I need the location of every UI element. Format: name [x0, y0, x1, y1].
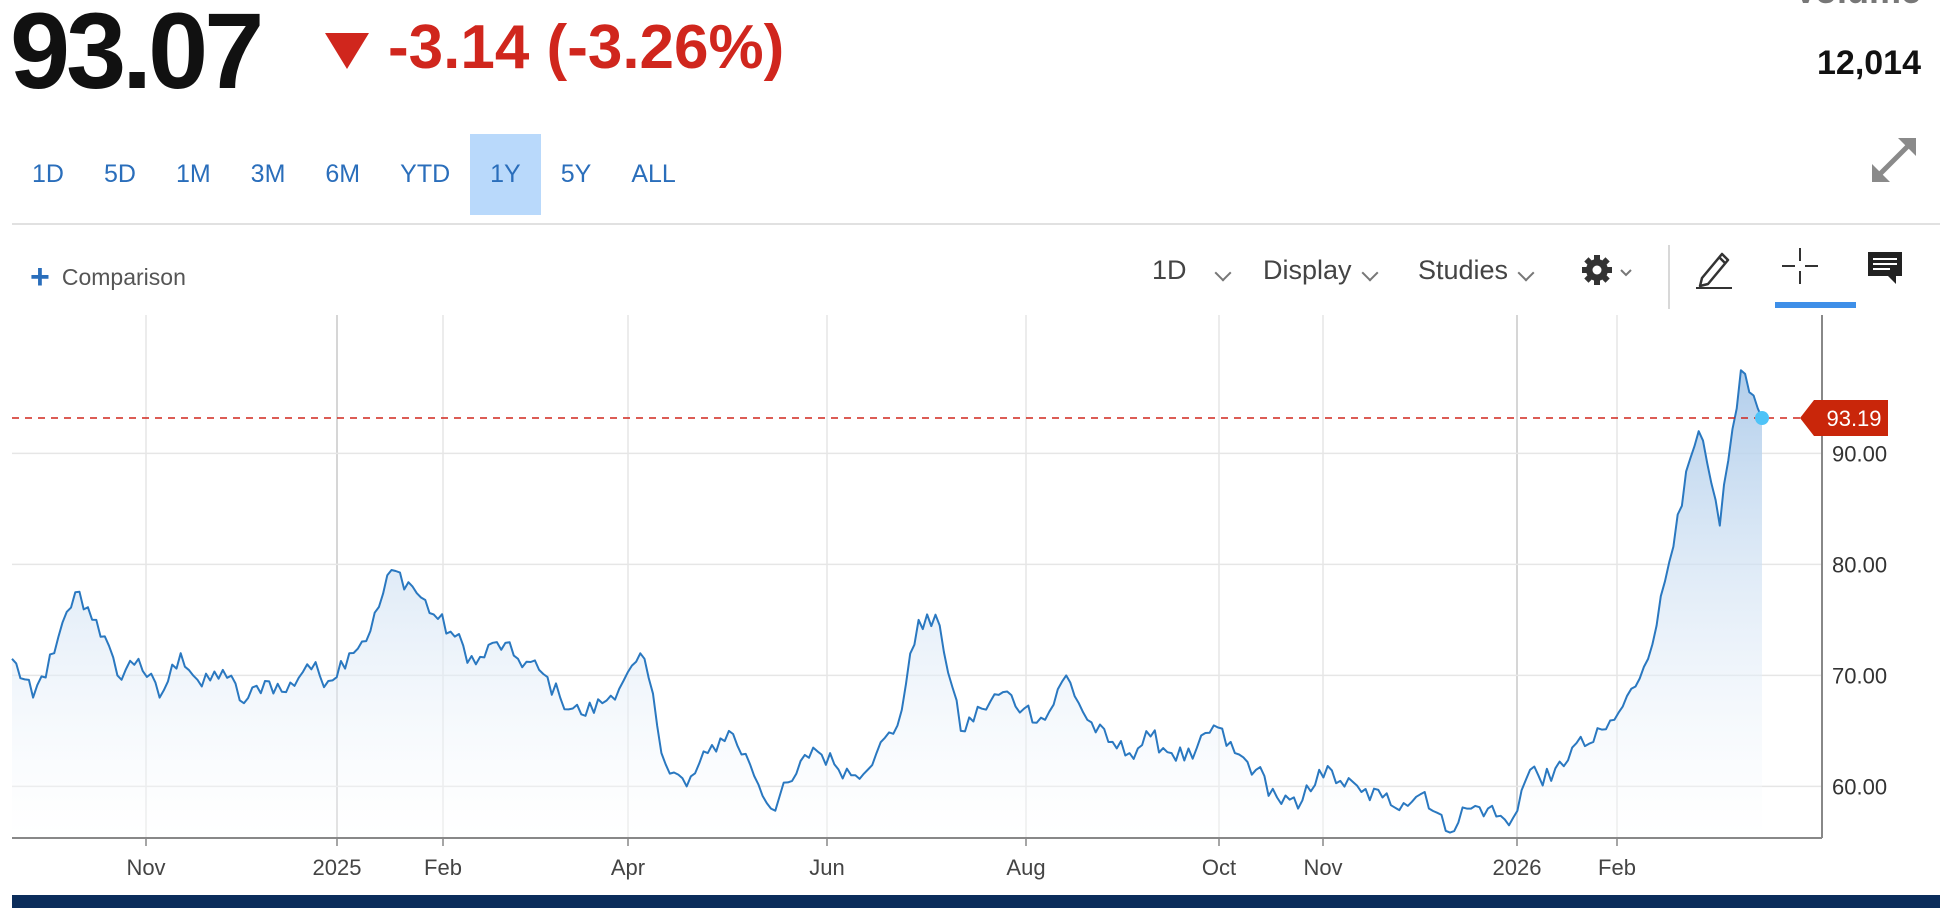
- display-dropdown[interactable]: Display: [1263, 255, 1379, 286]
- range-tab-1y[interactable]: 1Y: [470, 134, 541, 215]
- x-tick-label: Aug: [1006, 855, 1045, 880]
- range-tab-ytd[interactable]: YTD: [400, 160, 451, 188]
- volume-label: Volume: [1794, 0, 1921, 12]
- plus-icon: +: [30, 258, 50, 296]
- toolbar-separator: [1668, 245, 1670, 309]
- active-tool-indicator: [1775, 302, 1856, 308]
- range-tab-all[interactable]: ALL: [631, 160, 676, 188]
- price-area-fill: [12, 370, 1762, 838]
- range-tab-1d[interactable]: 1D: [32, 160, 64, 188]
- price-line: [11, 369, 1763, 834]
- x-tick-label: Jun: [809, 855, 844, 880]
- draw-pencil-icon[interactable]: [1692, 246, 1736, 290]
- last-price-tag-shape: [1800, 400, 1888, 436]
- x-tick-label: Nov: [126, 855, 165, 880]
- comparison-button[interactable]: + Comparison: [30, 260, 186, 294]
- chevron-down-icon: [1517, 264, 1535, 281]
- volume-value: 12,014: [1817, 44, 1921, 82]
- footer-bar: [12, 895, 1940, 908]
- y-tick-label: 60.00: [1832, 774, 1887, 799]
- last-price-marker: [1755, 411, 1769, 425]
- range-tab-5y[interactable]: 5Y: [560, 160, 592, 188]
- range-tab-6m[interactable]: 6M: [325, 160, 361, 188]
- down-triangle-icon: [325, 33, 369, 69]
- x-tick-label: Apr: [611, 855, 645, 880]
- price-change: -3.14 (-3.26%): [388, 13, 785, 82]
- header-divider: [12, 223, 1940, 225]
- interval-label: 1D: [1152, 255, 1187, 285]
- settings-gear-icon[interactable]: [1580, 251, 1640, 291]
- last-price-tag-label: 93.19: [1826, 406, 1881, 431]
- last-price: 93.07: [10, 0, 264, 111]
- studies-dropdown[interactable]: Studies: [1418, 255, 1535, 286]
- expand-fullscreen-icon[interactable]: [1868, 134, 1920, 186]
- last-price-tag: 93.19: [1800, 400, 1888, 436]
- crosshair-icon[interactable]: [1780, 246, 1820, 286]
- y-tick-label: 80.00: [1832, 552, 1887, 577]
- studies-label: Studies: [1418, 255, 1509, 285]
- y-tick-label: 70.00: [1832, 663, 1887, 688]
- x-tick-label: 2025: [313, 855, 362, 880]
- x-tick-label: Feb: [424, 855, 462, 880]
- comments-icon[interactable]: [1866, 250, 1904, 286]
- range-tab-1m[interactable]: 1M: [175, 160, 211, 188]
- x-tick-label: Oct: [1202, 855, 1236, 880]
- y-tick-label: 90.00: [1832, 441, 1887, 466]
- x-tick-label: Nov: [1303, 855, 1342, 880]
- range-tab-5d[interactable]: 5D: [103, 160, 136, 188]
- x-tick-label: Feb: [1598, 855, 1636, 880]
- interval-dropdown[interactable]: 1D: [1152, 255, 1232, 286]
- chevron-down-icon: [1361, 264, 1379, 281]
- y-axis-labels: 90.00 80.00 70.00 60.00: [1832, 441, 1887, 799]
- range-tab-3m[interactable]: 3M: [250, 160, 286, 188]
- x-tick-label: 2026: [1493, 855, 1542, 880]
- time-range-tabs: 1D 5D 1M 3M 6M YTD 1Y 5Y ALL: [12, 134, 696, 215]
- comparison-label: Comparison: [61, 263, 186, 290]
- chevron-down-icon: [1214, 264, 1232, 281]
- display-label: Display: [1263, 255, 1352, 285]
- x-axis-labels: Nov 2025 Feb Apr Jun Aug Oct Nov 2026 Feb: [126, 855, 1636, 880]
- price-chart[interactable]: Nov 2025 Feb Apr Jun Aug Oct Nov 2026 Feb 90.00 80…: [0, 300, 1950, 900]
